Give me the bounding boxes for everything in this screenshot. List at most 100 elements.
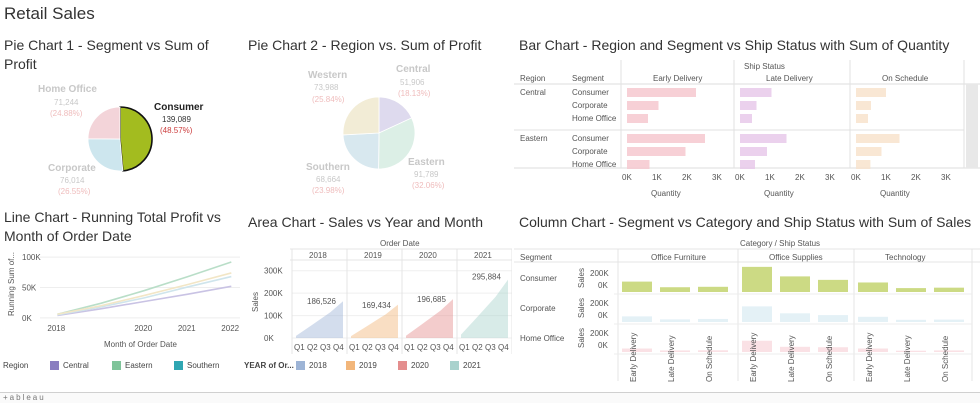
column-bar-corporate-office-supplies-on-schedule[interactable] [818, 315, 848, 322]
line-xtick: 2022 [221, 324, 239, 333]
pie2-label-central: Central [396, 64, 431, 75]
line-chart[interactable]: Running Sum of... Month of Order Date 0K… [0, 244, 244, 354]
bar-region-central: Central [520, 88, 546, 97]
bar-eastern-home-office-on-schedule[interactable] [856, 160, 871, 169]
pie2-pct-central: (18.13%) [398, 89, 431, 98]
area-fill-2020[interactable] [406, 299, 453, 338]
legend-item-central[interactable]: Central [50, 361, 89, 370]
area-ylabel: Sales [251, 292, 260, 312]
bar-eastern-consumer-on-schedule[interactable] [856, 134, 900, 143]
bar-eastern-corporate-on-schedule[interactable] [856, 147, 882, 156]
pie2-slice-central[interactable] [378, 96, 413, 134]
area-fill-2021[interactable] [461, 279, 508, 338]
column-bar-corporate-office-furniture-on-schedule[interactable] [698, 318, 728, 322]
bar-eastern-corporate-early-delivery[interactable] [627, 147, 686, 156]
column-title: Column Chart - Segment vs Category and S… [519, 214, 972, 230]
legend-item-2020[interactable]: 2020 [398, 361, 429, 370]
pie1-slice-home-office[interactable] [87, 106, 121, 140]
area-title: Area Chart - Sales vs Year and Month [248, 214, 484, 230]
column-bar-corporate-technology-late-delivery[interactable] [896, 319, 926, 322]
column-bar-home-office-technology-early-delivery[interactable] [858, 348, 888, 352]
area-year-2018: 2018 [309, 251, 327, 260]
bar-xtick: 0K [735, 173, 745, 182]
legend-item-2019[interactable]: 2019 [346, 361, 377, 370]
pie1-pct-consumer: (48.57%) [160, 126, 193, 135]
line-series-southern[interactable] [57, 275, 232, 316]
pie1-chart[interactable]: Consumer 139,089 (48.57%) Home Office 71… [0, 72, 240, 202]
line-title: Line Chart - Running Total Profit vs Mon… [4, 209, 221, 244]
pie2-slice-southern[interactable] [342, 132, 380, 170]
column-bar-consumer-office-supplies-late-delivery[interactable] [780, 276, 810, 292]
pie2-label-eastern: Eastern [408, 157, 445, 168]
column-bar-consumer-office-furniture-late-delivery[interactable] [660, 287, 690, 292]
bar-central-home-office-late-delivery[interactable] [740, 114, 752, 123]
bar-eastern-home-office-late-delivery[interactable] [740, 160, 755, 169]
bar-central-consumer-early-delivery[interactable] [627, 88, 696, 97]
column-bar-home-office-technology-late-delivery[interactable] [896, 350, 926, 352]
bar-chart[interactable]: Ship Status Region Segment Early Deliver… [514, 58, 980, 200]
bar-central-home-office-on-schedule[interactable] [856, 114, 868, 123]
legend-item-eastern[interactable]: Eastern [112, 361, 153, 370]
bar-central-home-office-early-delivery[interactable] [627, 114, 648, 123]
column-bar-corporate-office-furniture-early-delivery[interactable] [622, 316, 652, 322]
column-bar-home-office-office-furniture-on-schedule[interactable] [698, 350, 728, 352]
column-bar-corporate-office-furniture-late-delivery[interactable] [660, 319, 690, 322]
line-series-central[interactable] [57, 285, 232, 317]
column-bar-corporate-technology-early-delivery[interactable] [858, 316, 888, 322]
legend-label-2021: 2021 [463, 361, 481, 370]
column-ytick: 0K [598, 341, 608, 350]
legend-item-southern[interactable]: Southern [174, 361, 219, 370]
bar-central-corporate-early-delivery[interactable] [627, 101, 659, 110]
column-bar-consumer-office-supplies-early-delivery[interactable] [742, 266, 772, 292]
column-bar-consumer-office-furniture-early-delivery[interactable] [622, 281, 652, 292]
area-value-2019: 169,434 [362, 301, 391, 310]
area-ytick: 300K [264, 267, 283, 276]
column-bar-home-office-technology-on-schedule[interactable] [934, 350, 964, 352]
column-bar-home-office-office-supplies-on-schedule[interactable] [818, 347, 848, 352]
bar-xtick: 3K [941, 173, 951, 182]
area-header: Order Date [380, 239, 420, 248]
column-bar-home-office-office-furniture-late-delivery[interactable] [660, 350, 690, 352]
pie2-chart[interactable]: Western 73,988 (25.84%) Central 51,906 (… [244, 60, 514, 205]
bar-eastern-consumer-early-delivery[interactable] [627, 134, 705, 143]
line-ylabel: Running Sum of... [7, 252, 16, 316]
line-series-western[interactable] [57, 272, 232, 316]
bar-central-corporate-on-schedule[interactable] [856, 101, 871, 110]
bar-eastern-corporate-late-delivery[interactable] [740, 147, 767, 156]
pie2-slice-western[interactable] [342, 96, 380, 136]
legend-item-2021[interactable]: 2021 [450, 361, 481, 370]
legend-item-2018[interactable]: 2018 [296, 361, 327, 370]
column-bar-corporate-office-supplies-late-delivery[interactable] [780, 313, 810, 322]
column-chart[interactable]: Category / Ship Status Segment Office Fu… [514, 236, 980, 384]
pie2-slice-eastern[interactable] [378, 117, 416, 170]
column-bar-home-office-office-supplies-early-delivery[interactable] [742, 340, 772, 352]
column-bar-consumer-office-furniture-on-schedule[interactable] [698, 286, 728, 292]
column-bar-consumer-technology-late-delivery[interactable] [896, 288, 926, 292]
bar-central-consumer-on-schedule[interactable] [856, 88, 886, 97]
column-ytick: 200K [590, 299, 609, 308]
column-bar-corporate-office-supplies-early-delivery[interactable] [742, 306, 772, 322]
bar-xlabel: Quantity [651, 189, 681, 198]
bar-central-consumer-late-delivery[interactable] [740, 88, 772, 97]
column-bar-corporate-technology-on-schedule[interactable] [934, 319, 964, 322]
column-bar-consumer-technology-early-delivery[interactable] [858, 282, 888, 292]
area-quarter: Q4 [498, 343, 509, 352]
pie1-slice-corporate[interactable] [87, 138, 124, 172]
column-bar-home-office-office-furniture-early-delivery[interactable] [622, 348, 652, 352]
bar-eastern-home-office-early-delivery[interactable] [627, 160, 650, 169]
bar-col-label-on-schedule: On Schedule [882, 74, 929, 83]
pie1-slice-consumer[interactable] [119, 106, 153, 172]
column-bar-consumer-technology-on-schedule[interactable] [934, 287, 964, 292]
bar-central-corporate-late-delivery[interactable] [740, 101, 757, 110]
line-series-eastern[interactable] [57, 261, 232, 316]
legend-label-eastern: Eastern [125, 361, 153, 370]
area-quarter: Q2 [472, 343, 483, 352]
column-status-label: Late Delivery [667, 335, 676, 382]
area-fill-2018[interactable] [296, 301, 343, 338]
area-fill-2019[interactable] [351, 304, 398, 338]
column-bar-home-office-office-supplies-late-delivery[interactable] [780, 346, 810, 352]
pie2-value-western: 73,988 [314, 83, 339, 92]
bar-eastern-consumer-late-delivery[interactable] [740, 134, 787, 143]
column-bar-consumer-office-supplies-on-schedule[interactable] [818, 279, 848, 292]
